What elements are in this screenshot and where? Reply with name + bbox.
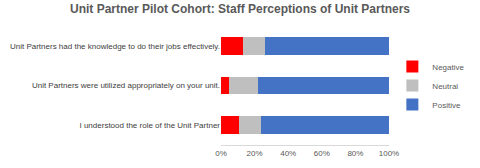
- svg-text:60%: 60%: [314, 149, 330, 158]
- svg-text:I understood the role of the U: I understood the role of the Unit Partne…: [79, 121, 220, 130]
- svg-text:Negative: Negative: [432, 63, 464, 72]
- svg-text:Unit Partners had the knowledg: Unit Partners had the knowledge to do th…: [10, 42, 220, 51]
- svg-text:Neutral: Neutral: [432, 82, 458, 91]
- svg-text:Unit Partners were utilized ap: Unit Partners were utilized appropriatel…: [32, 81, 220, 90]
- svg-text:0%: 0%: [215, 149, 227, 158]
- svg-text:Unit Partner Pilot Cohort: Sta: Unit Partner Pilot Cohort: Staff Percept…: [70, 2, 410, 16]
- svg-text:80%: 80%: [347, 149, 363, 158]
- svg-text:20%: 20%: [247, 149, 263, 158]
- svg-text:100%: 100%: [379, 149, 399, 158]
- svg-text:Positive: Positive: [432, 101, 461, 110]
- svg-text:40%: 40%: [280, 149, 296, 158]
